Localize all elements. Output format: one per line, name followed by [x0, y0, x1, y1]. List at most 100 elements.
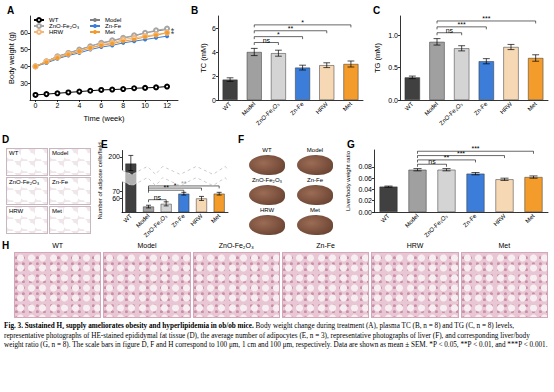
svg-text:**: ** — [444, 154, 450, 161]
svg-text:G: G — [347, 139, 355, 150]
svg-text:HRW: HRW — [189, 213, 204, 228]
svg-text:200: 200 — [108, 153, 120, 160]
svg-text:Number of adipose cells/field: Number of adipose cells/field — [97, 142, 103, 219]
svg-text:Liver/body weight ratio: Liver/body weight ratio — [345, 150, 351, 211]
svg-text:ns: ns — [446, 27, 454, 34]
html-text:WT: WT — [9, 150, 19, 156]
svg-text:ns: ns — [154, 194, 162, 201]
svg-text:C: C — [373, 5, 380, 16]
html-text:Zn-Fe: Zn-Fe — [52, 179, 68, 185]
svg-text:E: E — [101, 139, 108, 150]
svg-text:0.04: 0.04 — [358, 186, 372, 193]
svg-text:30: 30 — [20, 80, 28, 87]
svg-text:6: 6 — [99, 102, 103, 109]
svg-text:Zn-Fe: Zn-Fe — [289, 100, 305, 116]
html-text:WT: WT — [262, 147, 272, 153]
svg-text:Model: Model — [135, 213, 151, 229]
svg-text:HRW: HRW — [492, 213, 507, 228]
svg-text:Time (week): Time (week) — [84, 114, 125, 123]
html-text:ZnO-Fe₂O₃: ZnO-Fe₂O₃ — [218, 242, 254, 249]
html-text:WT: WT — [52, 242, 64, 249]
svg-text:2: 2 — [212, 73, 216, 80]
svg-text:0.06: 0.06 — [358, 175, 372, 182]
svg-text:ns: ns — [263, 37, 271, 44]
svg-text:40: 40 — [20, 63, 28, 70]
svg-text:Zn-Fe: Zn-Fe — [462, 212, 478, 228]
svg-text:60: 60 — [20, 29, 28, 36]
svg-text:0.02: 0.02 — [358, 197, 372, 204]
svg-text:4: 4 — [77, 102, 81, 109]
svg-text:HRW: HRW — [49, 29, 64, 35]
html-text:F: F — [238, 134, 245, 145]
svg-text:0.5: 0.5 — [388, 64, 398, 71]
svg-text:Model: Model — [404, 213, 420, 229]
svg-text:Met: Met — [524, 213, 536, 225]
svg-text:ZnO-Fe₂O₃: ZnO-Fe₂O₃ — [438, 100, 464, 126]
svg-text:***: *** — [482, 15, 490, 22]
svg-text:*: * — [277, 31, 280, 38]
svg-text:A: A — [7, 5, 14, 16]
svg-text:Met: Met — [342, 101, 354, 113]
svg-text:ZnO-Fe₂O₃: ZnO-Fe₂O₃ — [49, 23, 80, 29]
html-text:Met: Met — [52, 208, 62, 214]
svg-text:0: 0 — [34, 102, 38, 109]
svg-text:ZnO-Fe₂O₃: ZnO-Fe₂O₃ — [423, 212, 449, 238]
svg-text:10: 10 — [141, 102, 149, 109]
svg-text:WT: WT — [122, 213, 133, 224]
svg-text:4: 4 — [212, 49, 216, 56]
svg-text:0.0: 0.0 — [388, 97, 398, 104]
svg-text:6: 6 — [212, 25, 216, 32]
svg-text:***: *** — [471, 145, 479, 152]
svg-text:ZnO-Fe₂O₃: ZnO-Fe₂O₃ — [255, 100, 281, 126]
html-text:Model: Model — [306, 147, 324, 153]
svg-text:WT: WT — [380, 213, 391, 224]
html-text:D: D — [2, 134, 10, 145]
svg-text:8: 8 — [121, 102, 125, 109]
svg-text:***: *** — [457, 150, 465, 157]
html-text:Zn-Fe: Zn-Fe — [316, 242, 335, 249]
html-text:ZnO-Fe₂O₃: ZnO-Fe₂O₃ — [251, 177, 282, 183]
svg-text:Met: Met — [105, 29, 115, 35]
html-text:HRW: HRW — [9, 208, 24, 214]
svg-text:**: ** — [288, 25, 294, 32]
svg-text:1.0: 1.0 — [388, 32, 398, 39]
svg-text:Met: Met — [526, 101, 538, 113]
html-text:Model: Model — [52, 150, 69, 156]
svg-text:Model: Model — [105, 17, 122, 23]
html-text:Met: Met — [498, 242, 511, 249]
svg-text:Model: Model — [241, 101, 257, 117]
html-text:Model: Model — [137, 242, 157, 249]
html-text:H: H — [2, 240, 10, 251]
svg-text:ns: ns — [428, 158, 436, 165]
svg-text:0: 0 — [212, 97, 216, 104]
svg-text:Model: Model — [423, 101, 439, 117]
svg-text:B: B — [191, 5, 198, 16]
svg-text:WT: WT — [49, 17, 59, 23]
html-text:ZnO-Fe₂O₃: ZnO-Fe₂O₃ — [9, 179, 40, 185]
svg-text:*: * — [171, 29, 175, 39]
svg-text:WT: WT — [221, 101, 232, 112]
svg-text:0.08: 0.08 — [358, 163, 372, 170]
svg-text:HRW: HRW — [499, 101, 514, 116]
svg-text:TC (mM): TC (mM) — [199, 43, 208, 73]
html-text:Fig. 3. Sustained H₂ supply am: Fig. 3. Sustained H₂ supply ameliorates … — [4, 322, 548, 349]
svg-text:Zn-Fe: Zn-Fe — [170, 212, 186, 228]
svg-text:2: 2 — [55, 102, 59, 109]
svg-text:*: * — [301, 19, 304, 26]
svg-text:***: *** — [458, 21, 466, 28]
svg-text:WT: WT — [404, 101, 415, 112]
svg-text:70: 70 — [112, 188, 120, 195]
svg-text:60: 60 — [112, 195, 120, 202]
svg-text:Body weight (g): Body weight (g) — [7, 31, 16, 84]
svg-text:0.00: 0.00 — [358, 209, 372, 216]
svg-text:HRW: HRW — [315, 101, 330, 116]
svg-text:Met: Met — [210, 213, 222, 225]
svg-text:Zn-Fe: Zn-Fe — [473, 100, 489, 116]
svg-text:Zn-Fe: Zn-Fe — [105, 23, 121, 29]
html-text:HRW: HRW — [406, 242, 424, 249]
svg-text:12: 12 — [163, 102, 171, 109]
svg-text:TG (mM): TG (mM) — [373, 43, 382, 73]
svg-text:50: 50 — [20, 46, 28, 53]
svg-text:ZnO-Fe₂O₃: ZnO-Fe₂O₃ — [143, 212, 169, 238]
svg-text:**: ** — [163, 184, 169, 191]
